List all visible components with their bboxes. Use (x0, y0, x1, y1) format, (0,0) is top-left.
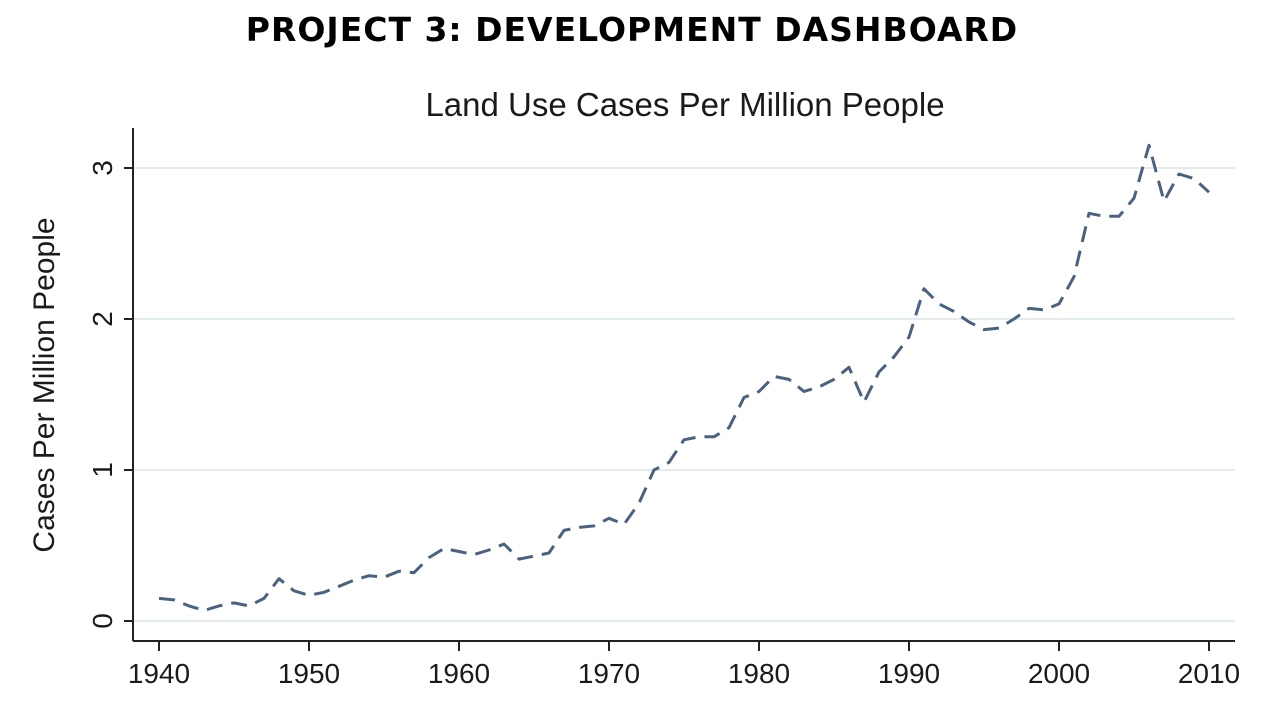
y-tick-label: 3 (87, 160, 118, 176)
data-point (1162, 199, 1166, 203)
data-point (382, 575, 386, 579)
data-point (247, 604, 251, 608)
chart-axes (132, 128, 1235, 642)
x-ticks: 1940 1950 1960 1970 1980 1990 2000 2010 (128, 641, 1240, 689)
grid-lines (134, 167, 1235, 622)
x-tick-label: 1990 (878, 658, 940, 689)
data-point (772, 374, 776, 378)
series-line (158, 143, 1211, 612)
x-tick-label: 2010 (1178, 658, 1240, 689)
y-tick-label: 1 (87, 462, 118, 478)
data-point (862, 400, 866, 404)
y-axis-label: Cases Per Million People (28, 217, 61, 552)
data-point (442, 547, 446, 551)
x-tick-label: 1970 (578, 658, 640, 689)
data-point (307, 593, 311, 597)
data-point (202, 608, 206, 612)
x-tick-label: 1940 (128, 658, 190, 689)
y-tick-label: 0 (87, 613, 118, 629)
x-tick-label: 1950 (278, 658, 340, 689)
page-title: PROJECT 3: DEVELOPMENT DASHBOARD (245, 10, 1019, 49)
data-point (1102, 214, 1106, 218)
data-point (1192, 177, 1196, 181)
y-tick-label: 2 (87, 311, 118, 327)
y-ticks: 0 1 2 3 (87, 160, 133, 629)
chart-title: Land Use Cases Per Million People (425, 86, 944, 123)
data-point (622, 522, 626, 526)
x-tick-label: 2000 (1028, 658, 1090, 689)
x-tick-label: 1960 (428, 658, 490, 689)
x-tick-label: 1980 (728, 658, 790, 689)
series-layer (158, 143, 1211, 612)
data-point (697, 435, 701, 439)
